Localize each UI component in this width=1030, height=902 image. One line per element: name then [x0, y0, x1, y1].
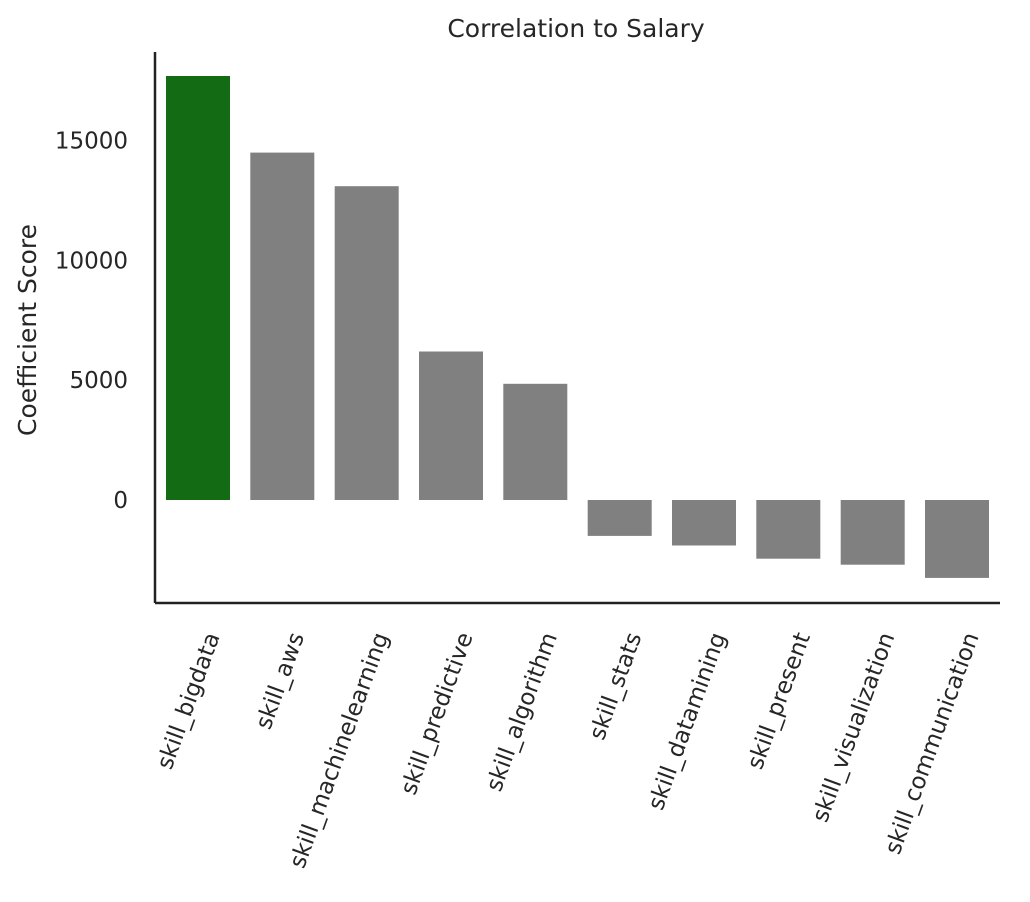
y-tick-label: 10000: [55, 248, 128, 274]
bar-skill_predictive: [419, 351, 483, 500]
bar-skill_algorithm: [503, 383, 568, 500]
x-tick-label: skill_visualization: [808, 629, 901, 825]
bars-group: [166, 76, 989, 578]
chart-title: Correlation to Salary: [447, 14, 705, 43]
bar-skill_communication: [925, 500, 989, 578]
y-tick-label: 0: [113, 488, 128, 514]
bar-skill_stats: [587, 500, 652, 536]
x-tick-label: skill_stats: [585, 629, 648, 743]
x-tick-label: skill_algorithm: [481, 629, 563, 795]
x-tick-label: skill_present: [742, 629, 815, 773]
bar-skill_visualization: [840, 500, 905, 565]
x-tick-label: skill_bigdata: [152, 629, 225, 773]
y-tick-label: 15000: [55, 129, 128, 155]
x-tick-label: skill_aws: [251, 629, 310, 733]
y-tick-labels: 0 5000 10000 15000: [55, 129, 128, 514]
bar-skill_machinelearning: [334, 186, 399, 500]
bar-skill_datamining: [672, 500, 736, 546]
bar-skill_present: [756, 500, 821, 559]
bar-skill_bigdata: [166, 76, 230, 500]
x-tick-label: skill_datamining: [643, 629, 731, 813]
x-tick-labels: skill_bigdata skill_awsskill_machinelearn…: [152, 629, 984, 872]
bar-skill_aws: [250, 152, 315, 500]
x-tick-label: skill_communication: [880, 629, 984, 858]
y-tick-label: 5000: [69, 368, 128, 394]
y-axis-label: Coefficient Score: [13, 224, 42, 436]
x-tick-label: skill_machinelearning: [285, 629, 394, 872]
x-tick-label: skill_predictive: [396, 629, 479, 798]
